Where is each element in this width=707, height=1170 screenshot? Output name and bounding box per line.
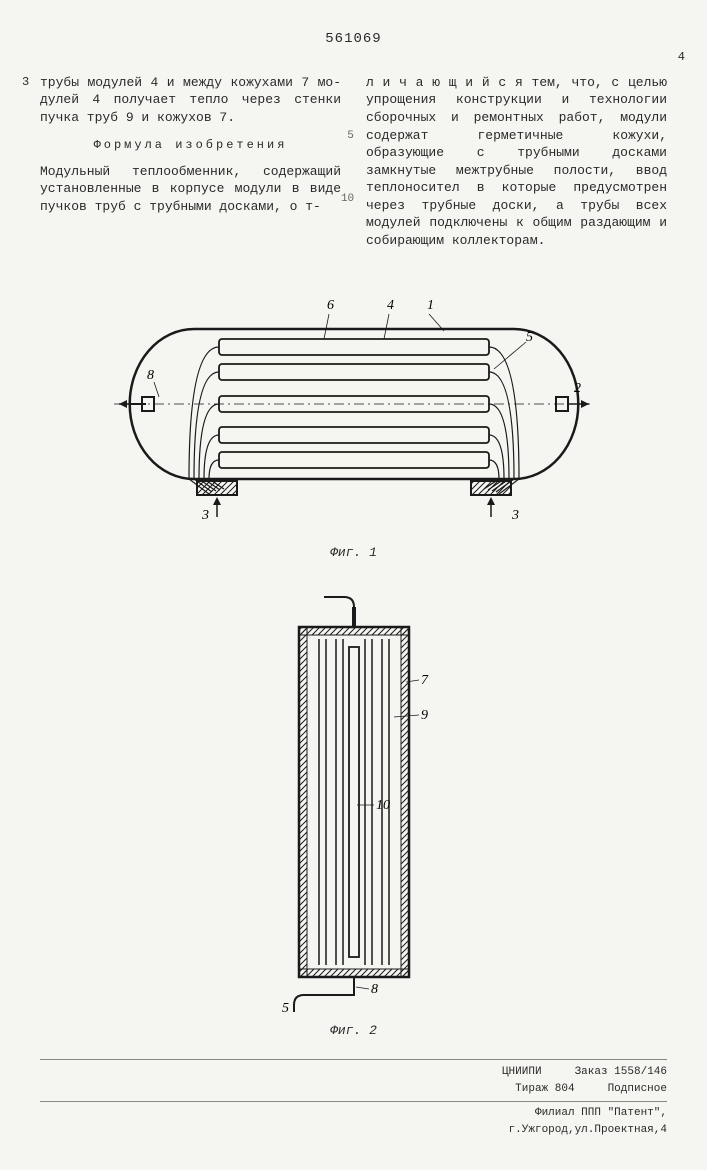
svg-text:3: 3 [511, 508, 519, 523]
footer-addr: г.Ужгород,ул.Проектная,4 [509, 1124, 667, 1136]
svg-text:9: 9 [421, 708, 428, 723]
svg-text:5: 5 [282, 1001, 289, 1016]
svg-text:6: 6 [327, 298, 334, 313]
page-marker-right: 4 [678, 49, 685, 65]
left-column: трубы модулей 4 и между кожухами 7 мо­ду… [40, 74, 341, 259]
text-columns: 3 4 5 10 трубы модулей 4 и между кожухам… [40, 74, 667, 259]
patent-number: 561069 [40, 30, 667, 49]
footer: ЦНИИПИ Заказ 1558/146 Тираж 804 Подписно… [40, 1059, 667, 1137]
left-para-2: Модульный теплообменник, содержащий уста… [40, 163, 341, 216]
svg-text:8: 8 [147, 368, 154, 383]
svg-text:1: 1 [427, 298, 434, 313]
svg-text:3: 3 [201, 508, 209, 523]
svg-text:2: 2 [574, 381, 581, 396]
footer-org: ЦНИИПИ [502, 1066, 542, 1078]
formula-title: Формула изобретения [40, 137, 341, 153]
margin-5: 5 [347, 129, 354, 144]
fig2-label: Фиг. 2 [40, 1022, 667, 1040]
footer-tirazh: Тираж 804 [515, 1083, 574, 1095]
footer-branch: Филиал ППП "Патент", [535, 1107, 667, 1119]
page-marker-left: 3 [22, 74, 29, 90]
svg-text:5: 5 [526, 330, 533, 345]
right-para-1: л и ч а ю щ и й с я тем, что, с целью уп… [366, 74, 667, 249]
footer-sub: Подписное [608, 1083, 667, 1095]
svg-text:7: 7 [421, 673, 429, 688]
footer-order: Заказ 1558/146 [575, 1066, 667, 1078]
svg-text:10: 10 [376, 798, 390, 813]
figure-1: 6 4 1 5 2 3 3 8 [94, 279, 614, 539]
svg-text:8: 8 [371, 982, 378, 997]
right-column: л и ч а ю щ и й с я тем, что, с целью уп… [366, 74, 667, 259]
figure-2: 7 9 10 8 5 [244, 577, 464, 1017]
svg-text:4: 4 [387, 298, 394, 313]
left-para-1: трубы модулей 4 и между кожухами 7 мо­ду… [40, 74, 341, 127]
fig1-label: Фиг. 1 [40, 544, 667, 562]
margin-10: 10 [341, 192, 354, 207]
